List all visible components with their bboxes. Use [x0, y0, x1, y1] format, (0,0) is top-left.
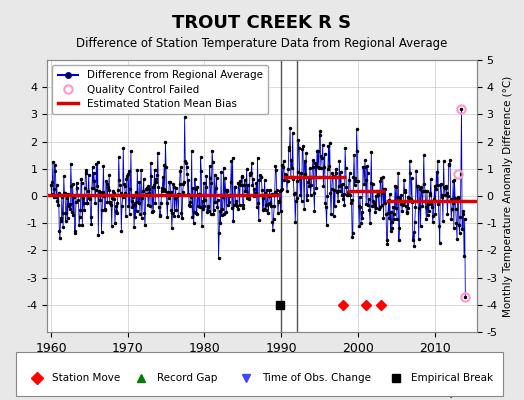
Text: Empirical Break: Empirical Break	[411, 373, 494, 383]
Text: Record Gap: Record Gap	[157, 373, 217, 383]
Y-axis label: Monthly Temperature Anomaly Difference (°C): Monthly Temperature Anomaly Difference (…	[503, 75, 513, 317]
Text: Station Move: Station Move	[52, 373, 121, 383]
Legend: Difference from Regional Average, Quality Control Failed, Estimated Station Mean: Difference from Regional Average, Qualit…	[52, 65, 268, 114]
Text: Time of Obs. Change: Time of Obs. Change	[262, 373, 371, 383]
Text: Berkeley Earth: Berkeley Earth	[411, 388, 487, 398]
Text: TROUT CREEK R S: TROUT CREEK R S	[172, 14, 352, 32]
Text: Difference of Station Temperature Data from Regional Average: Difference of Station Temperature Data f…	[77, 37, 447, 50]
